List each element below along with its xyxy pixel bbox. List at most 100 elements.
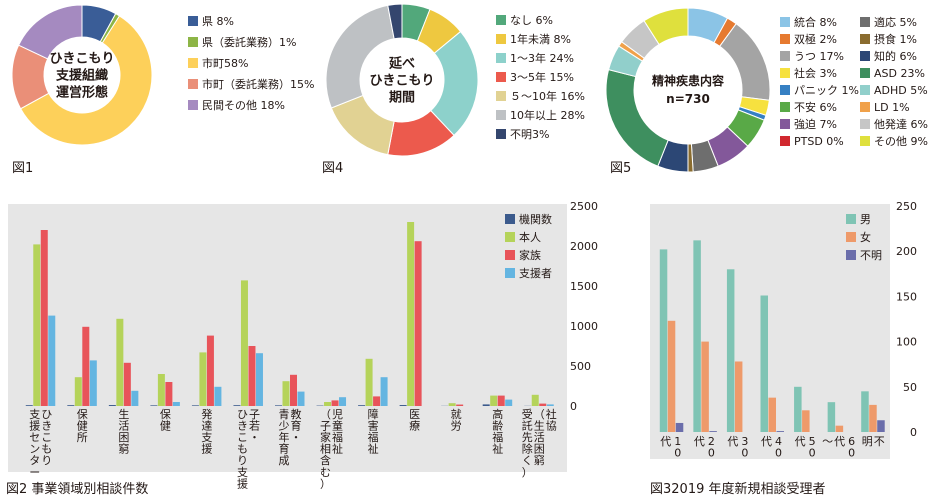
legend-label: 双極 2% bbox=[794, 32, 837, 46]
figure-3-y-axis: 0 50 100 150 200 250 bbox=[896, 200, 917, 439]
bar bbox=[802, 410, 810, 432]
pie-slice bbox=[17, 4, 83, 60]
bar bbox=[539, 403, 547, 406]
bar bbox=[456, 404, 464, 406]
bar bbox=[331, 400, 339, 406]
bar bbox=[709, 431, 717, 432]
bar bbox=[67, 405, 75, 406]
legend-label: 1年未満 8% bbox=[510, 32, 571, 46]
bar bbox=[123, 362, 131, 406]
legend-swatch bbox=[505, 250, 515, 260]
center-label-line: n=730 bbox=[666, 92, 710, 106]
bar bbox=[33, 244, 41, 406]
figure-2-bars bbox=[25, 222, 554, 406]
category-label: 代 bbox=[795, 435, 806, 448]
bar bbox=[25, 405, 33, 406]
category-label: 教育・ bbox=[291, 408, 302, 444]
bar bbox=[275, 405, 282, 406]
category-label: 不 bbox=[874, 435, 885, 448]
category-label: 保健所 bbox=[77, 407, 88, 444]
y-tick-label: 0 bbox=[910, 426, 917, 439]
legend-swatch bbox=[496, 34, 506, 44]
legend-swatch bbox=[860, 68, 870, 78]
category-label: 生活困窮 bbox=[118, 407, 129, 456]
category-label: 高齢福祉 bbox=[492, 407, 503, 456]
bar bbox=[482, 404, 490, 406]
bar bbox=[40, 230, 48, 406]
center-label-line: 運営形態 bbox=[56, 85, 108, 101]
figure-5-legend: 統合 8% 双極 2% うつ 17% 社会 3% パニック 1% 不安 6% 強迫 7% PT… bbox=[780, 15, 928, 148]
y-tick-label: 2000 bbox=[570, 240, 598, 253]
y-tick-label: 150 bbox=[896, 290, 917, 303]
category-label: ひきこもり bbox=[41, 408, 52, 467]
legend-label: 不明3% bbox=[510, 128, 549, 141]
y-tick-label: 100 bbox=[896, 336, 917, 349]
legend-swatch bbox=[780, 17, 790, 27]
center-label-line: 精神疾患内容 bbox=[652, 73, 724, 88]
figure-1-legend: 県 8% 県（委託業務）1% 市町58% 市町（委託業務）15% 民間その他 18% bbox=[188, 15, 314, 112]
legend-label: パニック 1% bbox=[794, 84, 859, 97]
legend-swatch bbox=[846, 214, 856, 224]
legend-swatch bbox=[496, 15, 506, 25]
legend-swatch bbox=[860, 119, 870, 129]
legend-label: 強迫 7% bbox=[794, 117, 837, 131]
legend-label: 他発達 6% bbox=[874, 117, 928, 131]
category-label: 保健 bbox=[160, 407, 171, 433]
bar bbox=[693, 240, 701, 432]
legend-swatch bbox=[846, 232, 856, 242]
bar bbox=[675, 422, 684, 432]
legend-swatch bbox=[860, 102, 870, 112]
legend-label: 摂食 1% bbox=[874, 32, 917, 46]
bar bbox=[768, 397, 776, 432]
legend-swatch bbox=[188, 58, 198, 68]
legend-label: 民間その他 18% bbox=[202, 99, 285, 112]
legend-label: 機関数 bbox=[519, 212, 552, 226]
legend-swatch bbox=[780, 34, 790, 44]
category-label: 障害福祉 bbox=[368, 407, 379, 456]
category-label: 青少年育成 bbox=[279, 408, 290, 467]
bar bbox=[827, 402, 836, 432]
legend-swatch bbox=[496, 110, 506, 120]
legend-swatch bbox=[860, 17, 870, 27]
legend-label: 本人 bbox=[519, 230, 541, 244]
bar bbox=[373, 396, 381, 406]
bar bbox=[414, 241, 422, 406]
y-tick-label: 50 bbox=[903, 381, 917, 394]
center-label-line: ひきこもり bbox=[369, 74, 434, 89]
figure-3-bars bbox=[659, 240, 885, 432]
legend-label: 家族 bbox=[519, 248, 541, 262]
bar bbox=[659, 249, 668, 432]
bar bbox=[448, 403, 456, 406]
bar bbox=[282, 381, 290, 406]
legend-label: なし 6% bbox=[510, 14, 553, 27]
bar bbox=[760, 295, 768, 432]
bar bbox=[74, 377, 82, 406]
legend-label: ５〜10年 16% bbox=[510, 89, 585, 103]
bar bbox=[546, 404, 554, 406]
bar bbox=[297, 391, 305, 406]
bar bbox=[248, 346, 256, 406]
bar bbox=[399, 405, 407, 406]
legend-label: 県（委託業務）1% bbox=[202, 35, 296, 49]
legend-label: 適応 5% bbox=[874, 15, 917, 29]
category-label: 代 bbox=[660, 435, 671, 448]
pie-slice bbox=[387, 3, 403, 40]
legend-swatch bbox=[188, 16, 198, 26]
bar bbox=[667, 320, 676, 432]
figure-3-category-labels: 1 0代 2 0代 3 0代 4 0代 5 0代 6 0代〜 不明 bbox=[660, 435, 884, 460]
pie-slice bbox=[325, 4, 395, 109]
category-label: 発達支援 bbox=[201, 407, 212, 456]
category-label: 子若・ bbox=[249, 408, 260, 444]
y-tick-label: 1500 bbox=[570, 280, 598, 293]
bar bbox=[131, 390, 139, 406]
category-label: 代 bbox=[727, 435, 738, 448]
bar bbox=[206, 335, 214, 406]
